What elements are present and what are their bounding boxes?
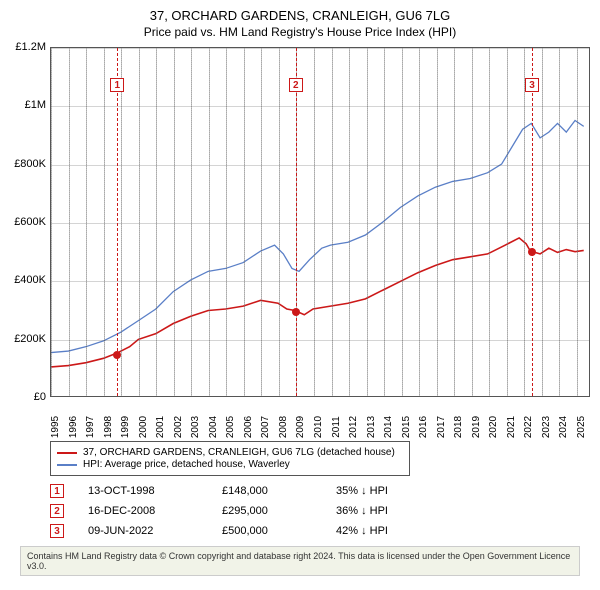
sale-row-number: 3	[50, 524, 64, 538]
sale-marker-box: 3	[525, 78, 539, 92]
legend-label: HPI: Average price, detached house, Wave…	[83, 459, 290, 470]
y-tick-label: £0	[34, 391, 46, 403]
x-tick-label: 2009	[295, 416, 306, 438]
y-tick-label: £800K	[14, 158, 46, 170]
sale-marker-box: 1	[110, 78, 124, 92]
x-tick-label: 2019	[471, 416, 482, 438]
y-axis: £0£200K£400K£600K£800K£1M£1.2M	[10, 47, 50, 397]
x-tick-label: 2014	[383, 416, 394, 438]
legend-swatch	[57, 452, 77, 454]
sale-row-date: 13-OCT-1998	[88, 485, 198, 497]
y-tick-label: £200K	[14, 333, 46, 345]
sale-row-number: 2	[50, 504, 64, 518]
chart-subtitle: Price paid vs. HM Land Registry's House …	[10, 25, 590, 39]
x-tick-label: 2012	[348, 416, 359, 438]
plot-area: 1 2 3	[50, 47, 590, 397]
sale-row: 2 16-DEC-2008 £295,000 36% ↓ HPI	[50, 504, 590, 518]
x-tick-label: 2022	[523, 416, 534, 438]
sale-row-pct: 36% ↓ HPI	[336, 505, 456, 517]
legend-label: 37, ORCHARD GARDENS, CRANLEIGH, GU6 7LG …	[83, 447, 395, 458]
x-tick-label: 2003	[190, 416, 201, 438]
y-tick-label: £600K	[14, 216, 46, 228]
x-tick-label: 1998	[103, 416, 114, 438]
x-tick-label: 2018	[453, 416, 464, 438]
chart-container: 37, ORCHARD GARDENS, CRANLEIGH, GU6 7LG …	[0, 0, 600, 582]
x-tick-label: 2000	[138, 416, 149, 438]
sales-table: 1 13-OCT-1998 £148,000 35% ↓ HPI 2 16-DEC-200…	[50, 484, 590, 538]
x-tick-label: 2013	[366, 416, 377, 438]
sale-row-price: £295,000	[222, 505, 312, 517]
x-tick-label: 2016	[418, 416, 429, 438]
x-tick-label: 2008	[278, 416, 289, 438]
sale-row-pct: 42% ↓ HPI	[336, 525, 456, 537]
sale-marker-dot	[113, 351, 121, 359]
y-tick-label: £1M	[25, 99, 46, 111]
x-tick-label: 2011	[331, 416, 342, 438]
x-tick-label: 1996	[68, 416, 79, 438]
x-tick-label: 2010	[313, 416, 324, 438]
sale-marker-line	[296, 48, 297, 396]
x-tick-label: 2015	[401, 416, 412, 438]
y-tick-label: £1.2M	[15, 41, 46, 53]
x-tick-label: 2021	[506, 416, 517, 438]
legend-swatch	[57, 464, 77, 466]
x-tick-label: 1999	[120, 416, 131, 438]
sale-row-price: £500,000	[222, 525, 312, 537]
sale-row-date: 16-DEC-2008	[88, 505, 198, 517]
x-tick-label: 2005	[225, 416, 236, 438]
y-tick-label: £400K	[14, 274, 46, 286]
series-price_paid	[51, 238, 584, 367]
x-tick-label: 2001	[155, 416, 166, 438]
x-tick-label: 1995	[50, 416, 61, 438]
x-tick-label: 2023	[541, 416, 552, 438]
legend: 37, ORCHARD GARDENS, CRANLEIGH, GU6 7LG …	[50, 441, 410, 476]
x-tick-label: 2025	[576, 416, 587, 438]
x-tick-label: 2002	[173, 416, 184, 438]
x-tick-label: 2017	[436, 416, 447, 438]
x-tick-label: 2006	[243, 416, 254, 438]
line-series-svg	[51, 48, 589, 396]
sale-row: 1 13-OCT-1998 £148,000 35% ↓ HPI	[50, 484, 590, 498]
legend-row: 37, ORCHARD GARDENS, CRANLEIGH, GU6 7LG …	[57, 447, 403, 458]
sale-marker-line	[532, 48, 533, 396]
sale-row-pct: 35% ↓ HPI	[336, 485, 456, 497]
sale-row-price: £148,000	[222, 485, 312, 497]
sale-marker-dot	[528, 248, 536, 256]
sale-marker-dot	[292, 308, 300, 316]
sale-marker-line	[117, 48, 118, 396]
sale-row-date: 09-JUN-2022	[88, 525, 198, 537]
x-tick-label: 2020	[488, 416, 499, 438]
x-tick-label: 2007	[260, 416, 271, 438]
footer-attribution: Contains HM Land Registry data © Crown c…	[20, 546, 580, 576]
sale-row: 3 09-JUN-2022 £500,000 42% ↓ HPI	[50, 524, 590, 538]
x-tick-label: 2024	[558, 416, 569, 438]
sale-marker-box: 2	[289, 78, 303, 92]
x-tick-label: 2004	[208, 416, 219, 438]
sale-row-number: 1	[50, 484, 64, 498]
series-hpi	[51, 120, 584, 352]
x-axis: 1995 1996 1997 1998 1999 2000 2001 2002 2003 2004…	[50, 397, 590, 437]
chart-title: 37, ORCHARD GARDENS, CRANLEIGH, GU6 7LG	[10, 8, 590, 23]
x-tick-label: 1997	[85, 416, 96, 438]
legend-row: HPI: Average price, detached house, Wave…	[57, 459, 403, 470]
